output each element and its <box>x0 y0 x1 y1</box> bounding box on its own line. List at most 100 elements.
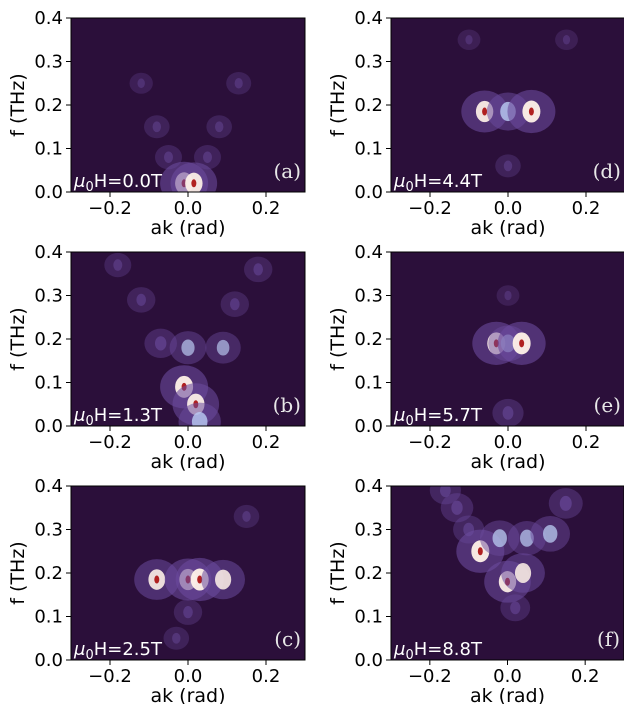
y-tick-label: 0.2 <box>34 563 63 584</box>
y-tick-label: 0.0 <box>354 416 383 437</box>
x-tick-label: 0.0 <box>174 432 203 453</box>
intensity-peak <box>192 412 208 431</box>
x-tick-label: 0.2 <box>252 666 281 687</box>
y-tick-label: 0.3 <box>34 52 63 73</box>
intensity-peak <box>560 496 572 511</box>
y-tick-label: 0.3 <box>354 286 383 307</box>
y-tick-label: 0.3 <box>354 52 383 73</box>
intensity-peak <box>155 336 166 350</box>
intensity-peak <box>136 294 146 306</box>
x-tick-label: 0.0 <box>493 666 522 687</box>
y-tick-label: 0.4 <box>34 8 63 29</box>
y-tick-label: 0.1 <box>354 139 383 160</box>
y-tick-label: 0.2 <box>354 563 383 584</box>
x-axis-label: ak (rad) <box>150 451 225 473</box>
intensity-peak <box>253 263 263 275</box>
panel-tag: (e) <box>594 393 621 417</box>
y-tick-label: 0.0 <box>354 182 383 203</box>
intensity-peak <box>217 340 230 356</box>
x-tick-label: 0.2 <box>572 198 601 219</box>
intensity-peak <box>515 563 531 583</box>
panel-a: 0.0 0.1 0.2 0.3 0.4 −0.2 0.0 0.2 ak (rad) f (THz)… <box>7 8 305 239</box>
intensity-core <box>191 179 196 187</box>
intensity-peak <box>563 35 570 44</box>
y-axis-label: f (THz) <box>327 307 349 370</box>
y-tick-label: 0.2 <box>354 329 383 350</box>
y-tick-label: 0.4 <box>34 476 63 497</box>
intensity-core <box>519 339 524 347</box>
x-tick-label: 0.0 <box>494 432 523 453</box>
x-tick-label: −0.2 <box>88 432 132 453</box>
panel-tag: (b) <box>273 393 301 417</box>
intensity-core <box>482 108 487 116</box>
y-tick-label: 0.1 <box>34 607 63 628</box>
y-axis-label: f (THz) <box>327 541 349 604</box>
intensity-peak <box>164 151 173 163</box>
intensity-peak <box>504 161 512 172</box>
x-tick-label: −0.2 <box>408 198 452 219</box>
intensity-core <box>478 547 483 555</box>
intensity-peak <box>543 525 557 543</box>
y-axis-label: f (THz) <box>7 541 29 604</box>
x-tick-label: 0.2 <box>252 432 281 453</box>
intensity-peak <box>510 601 520 614</box>
panel-tag: (d) <box>593 159 621 183</box>
y-tick-label: 0.0 <box>354 650 383 671</box>
y-tick-label: 0.2 <box>354 95 383 116</box>
intensity-peak <box>463 523 474 537</box>
panel-e: 0.0 0.1 0.2 0.3 0.4 −0.2 0.0 0.2 ak (rad) f (THz)… <box>327 242 624 473</box>
y-tick-label: 0.1 <box>354 607 383 628</box>
intensity-peak <box>235 78 243 89</box>
x-axis-label: ak (rad) <box>470 685 545 704</box>
panel-tag: (a) <box>273 159 301 183</box>
y-tick-label: 0.1 <box>34 373 63 394</box>
x-axis-label: ak (rad) <box>470 217 545 239</box>
y-tick-label: 0.2 <box>34 329 63 350</box>
x-axis-label: ak (rad) <box>470 451 545 473</box>
intensity-peak <box>183 606 193 618</box>
y-axis-label: f (THz) <box>327 73 349 136</box>
intensity-peak <box>203 151 212 163</box>
panel-tag: (f) <box>597 627 620 651</box>
x-tick-label: 0.2 <box>252 198 281 219</box>
intensity-peak <box>451 501 462 515</box>
x-tick-label: 0.0 <box>174 198 203 219</box>
intensity-peak <box>493 529 507 547</box>
y-axis-label: f (THz) <box>7 307 29 370</box>
x-tick-label: 0.0 <box>174 666 203 687</box>
y-tick-label: 0.0 <box>34 182 63 203</box>
y-tick-label: 0.1 <box>354 373 383 394</box>
intensity-core <box>529 108 534 116</box>
intensity-peak <box>215 121 223 132</box>
x-tick-label: 0.2 <box>571 666 600 687</box>
y-tick-label: 0.4 <box>354 242 383 263</box>
intensity-core <box>154 576 159 584</box>
panel-tag: (c) <box>274 627 301 651</box>
y-tick-label: 0.0 <box>34 650 63 671</box>
x-tick-label: −0.2 <box>88 666 132 687</box>
intensity-peak <box>242 511 250 522</box>
panel-c: 0.0 0.1 0.2 0.3 0.4 −0.2 0.0 0.2 ak (rad) f (THz)… <box>7 476 305 704</box>
y-tick-label: 0.4 <box>354 476 383 497</box>
intensity-peak <box>137 78 144 88</box>
y-tick-label: 0.3 <box>34 286 63 307</box>
y-tick-label: 0.0 <box>34 416 63 437</box>
x-tick-label: −0.2 <box>408 432 452 453</box>
intensity-peak <box>181 340 194 356</box>
y-tick-label: 0.1 <box>34 139 63 160</box>
panel-f: 0.0 0.1 0.2 0.3 0.4 −0.2 0.0 0.2 ak (rad) f (THz)… <box>327 476 624 704</box>
x-tick-label: 0.0 <box>494 198 523 219</box>
x-axis-label: ak (rad) <box>150 217 225 239</box>
x-tick-label: −0.2 <box>88 198 132 219</box>
intensity-peak <box>113 259 122 271</box>
intensity-peak <box>465 35 472 44</box>
panel-b: 0.00.10.20.30.4−0.2 0.0 0.2ak (rad)f (THz)… <box>7 242 305 473</box>
y-axis-label: f (THz) <box>7 73 29 136</box>
intensity-peak <box>153 121 161 132</box>
y-tick-label: 0.4 <box>354 8 383 29</box>
intensity-peak <box>230 298 240 310</box>
intensity-peak <box>503 406 514 420</box>
y-tick-label: 0.3 <box>354 520 383 541</box>
x-tick-label: 0.2 <box>572 432 601 453</box>
